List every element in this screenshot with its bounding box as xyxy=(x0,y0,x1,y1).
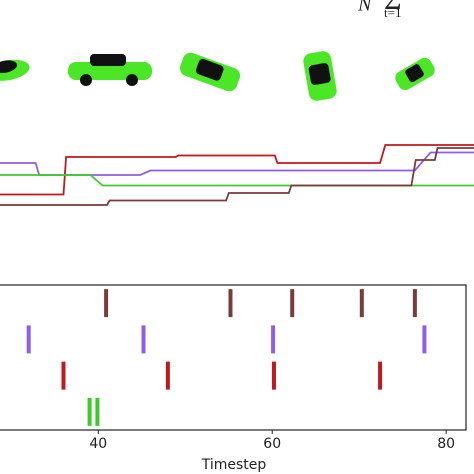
car-images xyxy=(0,51,435,101)
event-tick xyxy=(141,325,146,354)
series-line xyxy=(0,174,474,187)
event-frame xyxy=(0,284,467,431)
event-tick xyxy=(359,289,364,318)
car xyxy=(0,59,30,81)
car xyxy=(68,54,152,86)
event-tick xyxy=(271,325,276,354)
event-tick xyxy=(87,397,92,426)
series-line xyxy=(0,147,474,206)
event-tick xyxy=(61,361,66,390)
x-tick-label: 40 xyxy=(89,436,107,452)
formula-lower: t=1 xyxy=(384,5,401,20)
event-tick xyxy=(165,361,170,390)
event-tick xyxy=(422,325,427,354)
event-tick xyxy=(271,361,276,390)
event-tick xyxy=(378,361,383,390)
car xyxy=(395,57,435,91)
event-tick xyxy=(95,397,100,426)
event-tick xyxy=(104,289,109,318)
x-axis-label: Timestep xyxy=(201,457,267,473)
x-tick-label: 60 xyxy=(263,436,281,452)
formula-sum: Σ xyxy=(384,0,401,16)
x-tick-label: 80 xyxy=(437,436,455,452)
car xyxy=(303,51,337,101)
event-tick xyxy=(228,289,233,318)
event-tick xyxy=(412,289,417,318)
car xyxy=(179,52,241,92)
event-tick xyxy=(290,289,295,318)
formula-n: N xyxy=(357,0,373,16)
series-line xyxy=(0,151,474,176)
event-tick xyxy=(26,325,31,354)
